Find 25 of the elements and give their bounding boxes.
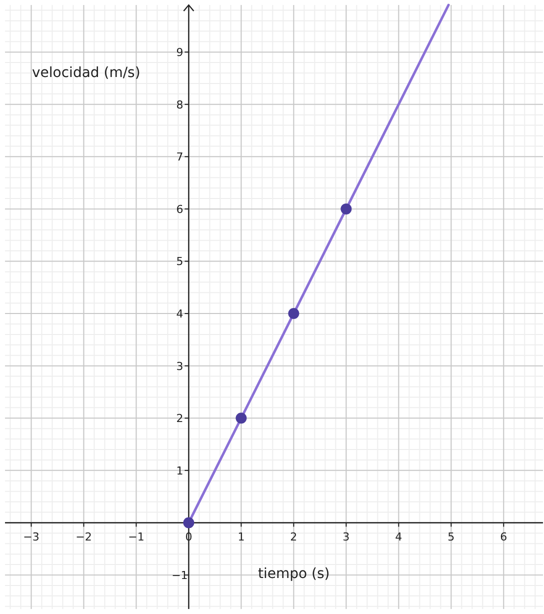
- x-tick-label: −3: [23, 530, 40, 544]
- x-tick-label: 2: [290, 530, 298, 544]
- y-tick-label: 7: [176, 150, 184, 164]
- point: [183, 517, 194, 528]
- x-tick-label: −1: [128, 530, 144, 544]
- y-tick-label: 4: [176, 308, 184, 321]
- x-tick-label: 3: [342, 530, 350, 544]
- y-tick-label: −1: [172, 569, 188, 582]
- y-tick-label: 9: [176, 46, 184, 60]
- x-tick-label: 6: [500, 530, 508, 544]
- x-tick-label: −2: [76, 530, 92, 544]
- x-axis-title: tiempo (s): [258, 566, 330, 582]
- point: [340, 203, 352, 214]
- x-tick-label: 5: [448, 530, 455, 544]
- y-tick-label: 3: [176, 360, 184, 373]
- y-tick-label: 8: [176, 98, 184, 112]
- x-tick-label: 1: [238, 530, 245, 544]
- y-tick-label: 6: [176, 202, 184, 216]
- point: [288, 308, 300, 320]
- y-tick-label: 1: [176, 464, 184, 478]
- y-tick-label: 5: [176, 255, 184, 268]
- y-tick-label: 2: [176, 412, 184, 426]
- y-axis-title: velocidad (m/s): [32, 65, 140, 81]
- x-tick-label: 4: [395, 530, 402, 544]
- point: [236, 412, 247, 424]
